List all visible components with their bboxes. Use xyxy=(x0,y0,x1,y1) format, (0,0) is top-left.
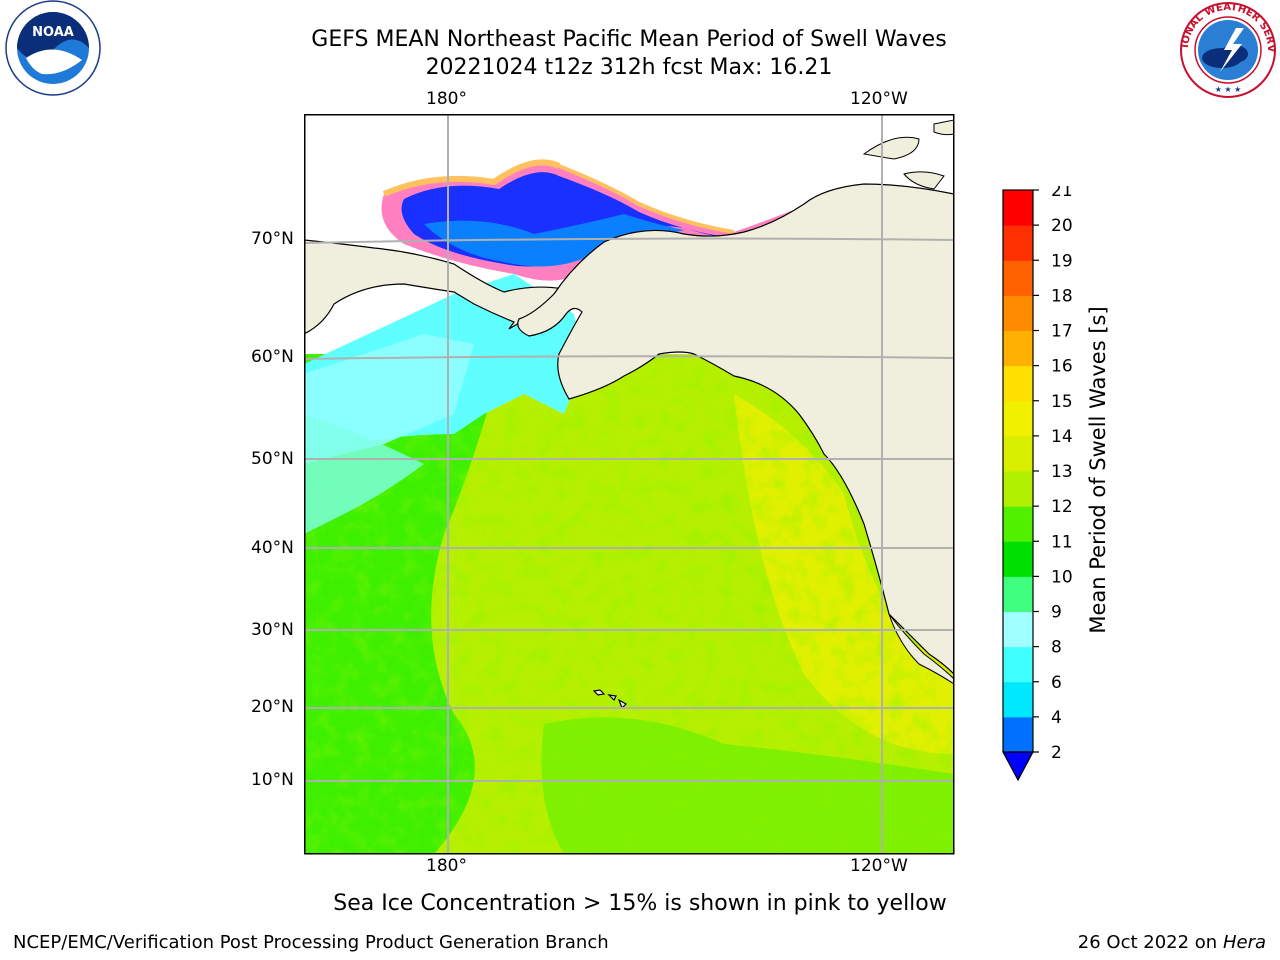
lon-label-top-120w: 120°W xyxy=(850,89,908,109)
swell-period-map xyxy=(304,114,955,855)
colorbar-band xyxy=(1003,435,1033,472)
map-gridlines xyxy=(304,114,954,854)
colorbar-tick-label: 13 xyxy=(1051,462,1073,482)
colorbar-under-triangle xyxy=(1001,751,1035,782)
colorbar: 2 4 6 8 9 10 11 12 13 14 15 16 17 18 19 20 21 xyxy=(1001,186,1073,782)
colorbar-tick-label: 2 xyxy=(1051,743,1062,763)
colorbar-tick-label: 18 xyxy=(1051,286,1073,306)
plot-title: GEFS MEAN Northeast Pacific Mean Period … xyxy=(311,27,947,52)
land-north-america xyxy=(517,183,954,675)
colorbar-tick-label: 16 xyxy=(1051,357,1073,377)
nws-logo: NATIONAL WEATHER SERVICE ★ ★ ★ xyxy=(1176,0,1276,98)
colorbar-band xyxy=(1003,330,1033,367)
lat-label-50n: 50°N xyxy=(251,449,294,469)
lat-label-10n: 10°N xyxy=(251,770,294,790)
colorbar-tick-label: 20 xyxy=(1051,216,1073,236)
colorbar-band xyxy=(1003,506,1033,542)
colorbar-tick-label: 15 xyxy=(1051,392,1073,412)
colorbar-tick-label: 8 xyxy=(1051,638,1062,658)
lat-label-60n: 60°N xyxy=(251,347,294,367)
colorbar-band xyxy=(1003,471,1033,507)
colorbar-label: Mean Period of Swell Waves [s] xyxy=(1086,306,1110,634)
colorbar-band xyxy=(1003,541,1033,577)
colorbar-tick-label: 4 xyxy=(1051,708,1062,728)
noaa-logo-text: NOAA xyxy=(32,25,74,40)
colorbar-band xyxy=(1003,646,1033,683)
colorbar-band xyxy=(1003,716,1033,753)
colorbar-band xyxy=(1003,576,1033,612)
colorbar-band xyxy=(1003,365,1033,402)
colorbar-tick-label: 17 xyxy=(1051,322,1073,342)
hawaii-islands xyxy=(592,689,627,710)
lat-label-70n: 70°N xyxy=(251,229,294,249)
lon-label-top-180: 180° xyxy=(426,89,467,109)
colorbar-tick-label: 9 xyxy=(1051,603,1062,623)
lat-label-40n: 40°N xyxy=(251,538,294,558)
colorbar-band xyxy=(1003,681,1033,718)
colorbar-tick-label: 11 xyxy=(1051,532,1073,552)
lat-label-30n: 30°N xyxy=(251,620,294,640)
svg-text:★ ★ ★: ★ ★ ★ xyxy=(1215,85,1242,94)
colorbar-band xyxy=(1003,225,1033,261)
colorbar-tick-label: 19 xyxy=(1051,251,1073,271)
colorbar-band xyxy=(1003,611,1033,648)
noaa-logo: NOAA xyxy=(5,0,101,96)
footer-date: 26 Oct 2022 on Hera xyxy=(1078,932,1266,953)
colorbar-band xyxy=(1003,295,1033,331)
colorbar-tick-label: 12 xyxy=(1051,497,1073,517)
colorbar-tick-label: 21 xyxy=(1051,186,1073,201)
lon-label-bottom-180: 180° xyxy=(426,856,467,876)
colorbar-tick-label: 6 xyxy=(1051,673,1062,693)
colorbar-tick-label: 10 xyxy=(1051,567,1073,587)
colorbar-band xyxy=(1003,190,1033,226)
lat-label-20n: 20°N xyxy=(251,697,294,717)
colorbar-band xyxy=(1003,400,1033,437)
footer-host: Hera xyxy=(1222,932,1266,953)
sea-ice-caption: Sea Ice Concentration > 15% is shown in … xyxy=(333,891,947,916)
lon-label-bottom-120w: 120°W xyxy=(850,856,908,876)
colorbar-tick-label: 14 xyxy=(1051,427,1073,447)
footer-org: NCEP/EMC/Verification Post Processing Pr… xyxy=(13,932,609,953)
plot-subtitle: 20221024 t12z 312h fcst Max: 16.21 xyxy=(425,55,833,80)
footer-date-text: 26 Oct 2022 on xyxy=(1077,932,1223,953)
colorbar-band xyxy=(1003,260,1033,296)
